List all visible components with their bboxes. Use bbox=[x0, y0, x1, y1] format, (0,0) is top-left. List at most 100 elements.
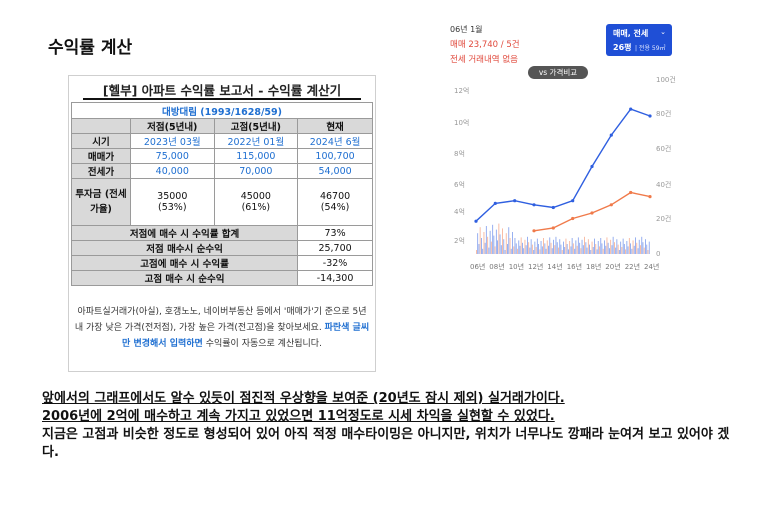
volume-bar bbox=[528, 242, 530, 254]
invest-value: 46700 bbox=[319, 191, 351, 202]
volume-bar bbox=[544, 243, 546, 254]
x-tick-label: 20년 bbox=[605, 262, 620, 271]
volume-bar bbox=[597, 241, 599, 254]
cell-value[interactable]: 75,000 bbox=[130, 148, 215, 164]
volume-bar bbox=[620, 241, 622, 254]
volume-bar bbox=[549, 237, 551, 254]
row-label: 시기 bbox=[71, 133, 131, 149]
volume-bar bbox=[602, 248, 604, 254]
cell-value[interactable]: 40,000 bbox=[130, 163, 215, 179]
compare-button[interactable]: vs 가격비교 bbox=[528, 66, 588, 79]
cell-value[interactable]: 54,000 bbox=[297, 163, 373, 179]
volume-bar bbox=[504, 250, 506, 254]
volume-bar bbox=[646, 244, 648, 254]
volume-bar bbox=[614, 242, 615, 254]
volume-bar bbox=[509, 238, 511, 254]
volume-bar bbox=[641, 236, 643, 254]
volume-bar bbox=[580, 248, 582, 254]
data-point bbox=[609, 203, 613, 207]
volume-bar bbox=[601, 243, 603, 254]
volume-bar bbox=[477, 233, 479, 254]
volume-bar bbox=[538, 244, 539, 254]
volume-bar bbox=[643, 247, 645, 254]
invest-value: 35000 bbox=[157, 191, 188, 202]
volume-bar bbox=[539, 249, 541, 254]
cell-value[interactable]: 70,000 bbox=[213, 163, 299, 179]
cell-value[interactable]: 100,700 bbox=[297, 148, 373, 164]
volume-bar bbox=[492, 224, 494, 254]
volume-bar bbox=[606, 237, 608, 254]
data-point bbox=[648, 195, 652, 199]
volume-bar bbox=[505, 233, 507, 254]
chart-price: 매매 23,740 / 5건 bbox=[450, 40, 520, 50]
summary-label: 저점에 매수 시 수익률 합계 bbox=[70, 225, 299, 241]
volume-bar bbox=[500, 245, 502, 254]
volume-bar bbox=[554, 245, 556, 254]
volume-bar bbox=[493, 235, 495, 254]
cell-value[interactable]: 2024년 6월 bbox=[297, 133, 373, 149]
volume-bar bbox=[543, 238, 544, 254]
volume-bar bbox=[499, 234, 501, 254]
volume-bar bbox=[476, 250, 477, 254]
x-tick-label: 08년 bbox=[489, 262, 504, 271]
y-tick-left: 2억 bbox=[454, 237, 465, 245]
data-point bbox=[551, 205, 555, 210]
data-point bbox=[648, 114, 652, 118]
volume-bar bbox=[531, 244, 533, 254]
volume-bar bbox=[607, 242, 609, 254]
volume-bar bbox=[551, 248, 553, 254]
volume-bar bbox=[479, 227, 481, 254]
x-tick-label: 22년 bbox=[625, 262, 640, 271]
volume-bar bbox=[523, 248, 525, 254]
volume-bar bbox=[572, 243, 574, 254]
volume-bar bbox=[530, 239, 532, 254]
volume-bar bbox=[540, 241, 542, 254]
series-line-0 bbox=[475, 108, 651, 222]
x-tick-label: 18년 bbox=[586, 262, 601, 271]
volume-bar bbox=[575, 240, 577, 254]
volume-bar bbox=[645, 239, 646, 254]
select-area-sub: | 전용 59㎡ bbox=[635, 45, 666, 52]
cell-value[interactable]: 2023년 03월 bbox=[130, 133, 215, 149]
volume-bar bbox=[610, 239, 612, 254]
summary-value: -14,300 bbox=[297, 270, 373, 286]
table-row: 고점 매수 시 순수익 -14,300 bbox=[70, 270, 373, 286]
volume-bar bbox=[484, 242, 486, 254]
cell-value[interactable]: 2022년 01월 bbox=[213, 133, 299, 149]
y-tick-left: 6억 bbox=[454, 181, 465, 189]
volume-bar bbox=[585, 242, 587, 254]
volume-bar bbox=[632, 240, 634, 254]
volume-bar bbox=[605, 245, 607, 254]
price-line-chart: 06년 08년 10년 12년 14년 16년 18년 20년 22년 24년 bbox=[470, 107, 659, 271]
cell-value[interactable]: 115,000 bbox=[213, 148, 299, 164]
volume-bar bbox=[604, 240, 605, 254]
note-text: 아파트실거래가(아실), 호갱노노, 네이버부동산 등에서 '매매가'기 준으로… bbox=[74, 307, 367, 333]
area-select[interactable]: 매매, 전세 ⌄ 26평 | 전용 59㎡ bbox=[606, 24, 672, 56]
volume-bar bbox=[560, 244, 562, 254]
table-row: 저점 매수시 순수익 25,700 bbox=[70, 240, 373, 256]
volume-bar bbox=[592, 247, 594, 254]
volume-bar bbox=[615, 247, 617, 254]
summary-label: 고점에 매수 시 수익률 bbox=[70, 255, 299, 271]
invest-ratio: (54%) bbox=[320, 202, 350, 213]
volume-bar bbox=[553, 239, 554, 254]
volume-bar bbox=[609, 248, 610, 254]
volume-bar bbox=[507, 244, 508, 254]
y-tick-right: 0 bbox=[656, 250, 661, 258]
volume-bar bbox=[599, 246, 600, 254]
volume-bar bbox=[627, 246, 629, 254]
x-tick-label: 12년 bbox=[528, 262, 543, 271]
select-area: 26평 bbox=[613, 43, 632, 52]
data-point bbox=[571, 199, 575, 203]
volume-bar bbox=[635, 237, 636, 254]
volume-bar bbox=[535, 247, 537, 254]
volume-bar bbox=[616, 239, 618, 254]
volume-bar bbox=[533, 250, 535, 254]
y-tick-left: 4억 bbox=[454, 208, 465, 216]
volume-bar bbox=[482, 248, 484, 254]
data-point bbox=[590, 211, 594, 215]
title-underline bbox=[83, 98, 361, 100]
volume-bar bbox=[626, 241, 628, 254]
volume-bar bbox=[586, 247, 588, 254]
volume-bar bbox=[618, 250, 620, 254]
